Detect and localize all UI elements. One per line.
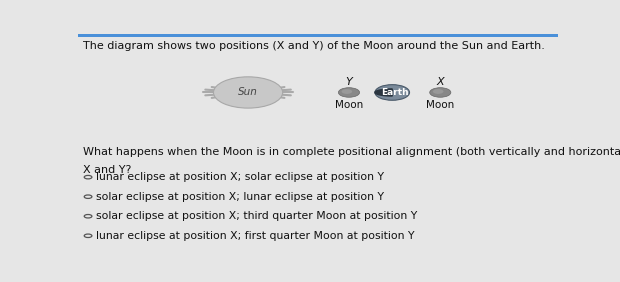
Text: Moon: Moon <box>426 100 454 111</box>
Circle shape <box>342 89 352 94</box>
Text: Earth: Earth <box>381 88 409 97</box>
Circle shape <box>430 88 451 97</box>
Text: X: X <box>436 77 444 87</box>
Circle shape <box>213 77 283 108</box>
Text: The diagram shows two positions (X and Y) of the Moon around the Sun and Earth.: The diagram shows two positions (X and Y… <box>83 41 545 51</box>
Text: Y: Y <box>345 77 352 87</box>
Circle shape <box>375 85 410 100</box>
FancyBboxPatch shape <box>78 34 558 37</box>
Text: Moon: Moon <box>335 100 363 111</box>
Text: lunar eclipse at position X; solar eclipse at position Y: lunar eclipse at position X; solar eclip… <box>95 172 384 182</box>
Polygon shape <box>375 89 392 96</box>
Circle shape <box>339 88 360 97</box>
Circle shape <box>433 89 443 94</box>
Text: Sun: Sun <box>238 87 258 98</box>
Text: solar eclipse at position X; third quarter Moon at position Y: solar eclipse at position X; third quart… <box>95 211 417 221</box>
Text: lunar eclipse at position X; first quarter Moon at position Y: lunar eclipse at position X; first quart… <box>95 231 414 241</box>
Text: solar eclipse at position X; lunar eclipse at position Y: solar eclipse at position X; lunar eclip… <box>95 192 384 202</box>
Text: X and Y?: X and Y? <box>83 165 131 175</box>
Text: What happens when the Moon is in complete positional alignment (both vertically : What happens when the Moon is in complet… <box>83 147 620 157</box>
